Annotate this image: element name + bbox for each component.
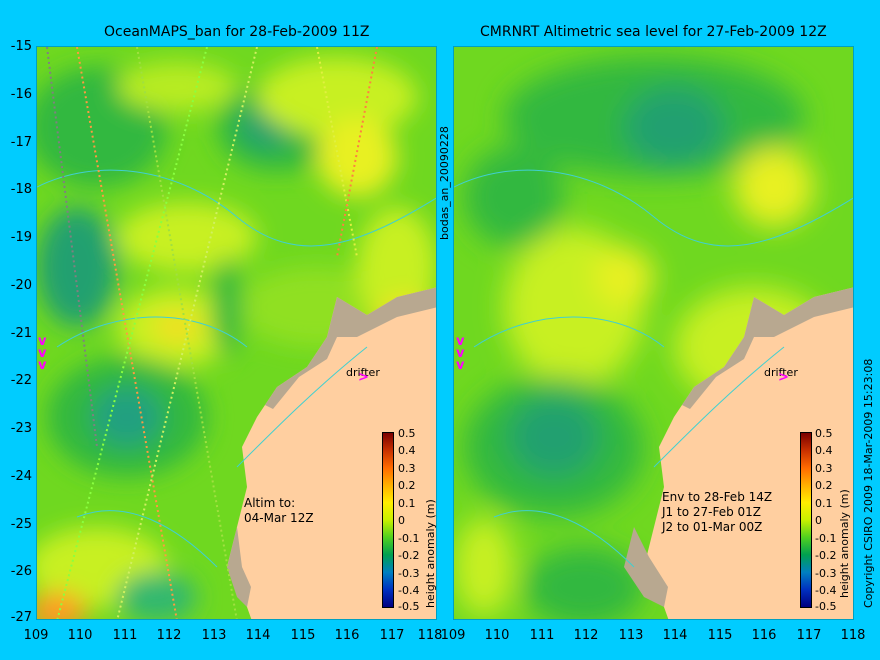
- colorbar-tick: 0.1: [398, 497, 416, 510]
- y-tick: -20: [10, 278, 32, 293]
- colorbar-tick: -0.3: [398, 567, 420, 580]
- right-drifter-arrow-icon: >: [778, 370, 789, 385]
- colorbar-tick: -0.2: [398, 549, 420, 562]
- x-tick: 117: [379, 628, 405, 643]
- colorbar-gradient: [382, 432, 394, 608]
- y-tick: -23: [10, 421, 32, 436]
- colorbar-tick: -0.1: [815, 532, 837, 545]
- analysis-run-label: bodas_an_20090228: [438, 126, 451, 240]
- colorbar-tick: 0.5: [815, 427, 833, 440]
- x-tick: 118: [417, 628, 443, 643]
- x-tick: 115: [707, 628, 733, 643]
- right-map-title: CMRNRT Altimetric sea level for 27-Feb-2…: [480, 24, 827, 40]
- left-map: [36, 46, 437, 620]
- x-tick: 114: [245, 628, 271, 643]
- x-tick: 110: [67, 628, 93, 643]
- x-tick: 110: [484, 628, 510, 643]
- colorbar-tick: -0.5: [398, 600, 420, 613]
- colorbar-tick: -0.1: [398, 532, 420, 545]
- colorbar-tick: 0.3: [815, 462, 833, 475]
- y-tick: -19: [10, 230, 32, 245]
- colorbar-tick: 0.2: [398, 479, 416, 492]
- colorbar-tick: -0.5: [815, 600, 837, 613]
- x-tick: 116: [334, 628, 360, 643]
- y-tick: -22: [10, 373, 32, 388]
- colorbar-tick: 0.5: [398, 427, 416, 440]
- x-tick: 109: [440, 628, 466, 643]
- colorbar-tick: 0: [815, 514, 822, 527]
- x-tick: 116: [751, 628, 777, 643]
- right-colorbar-label: height anomaly (m): [838, 489, 851, 598]
- x-tick: 112: [156, 628, 182, 643]
- left-colorbar-label: height anomaly (m): [424, 499, 437, 608]
- y-tick: -16: [10, 87, 32, 102]
- x-tick: 111: [112, 628, 138, 643]
- right-colorbar: [800, 432, 812, 608]
- colorbar-tick: -0.4: [815, 584, 837, 597]
- y-tick: -17: [10, 135, 32, 150]
- left-map-title: OceanMAPS_ban for 28-Feb-2009 11Z: [104, 24, 370, 40]
- x-tick: 115: [290, 628, 316, 643]
- colorbar-gradient: [800, 432, 812, 608]
- x-tick: 112: [573, 628, 599, 643]
- right-sensor-note: Env to 28-Feb 14Z J1 to 27-Feb 01Z J2 to…: [662, 490, 773, 534]
- right-map-field: [454, 47, 853, 619]
- colorbar-tick: 0.4: [815, 444, 833, 457]
- colorbar-tick: -0.3: [815, 567, 837, 580]
- colorbar-tick: 0.4: [398, 444, 416, 457]
- left-drifter-arrow-icon: >: [358, 370, 369, 385]
- copyright-label: Copyright CSIRO 2009 18-Mar-2009 15:23:0…: [862, 358, 875, 608]
- x-tick: 113: [201, 628, 227, 643]
- right-drifter-label: drifter: [764, 366, 798, 379]
- colorbar-tick: -0.2: [815, 549, 837, 562]
- colorbar-tick: 0: [398, 514, 405, 527]
- x-tick: 118: [840, 628, 866, 643]
- x-tick: 113: [618, 628, 644, 643]
- y-tick: -24: [10, 469, 32, 484]
- left-colorbar: [382, 432, 394, 608]
- x-tick: 111: [529, 628, 555, 643]
- left-altim-note: Altim to: 04-Mar 12Z: [244, 496, 314, 525]
- colorbar-tick: 0.1: [815, 497, 833, 510]
- x-tick: 117: [796, 628, 822, 643]
- colorbar-tick: 0.2: [815, 479, 833, 492]
- y-tick: -25: [10, 517, 32, 532]
- y-tick: -26: [10, 564, 32, 579]
- x-tick: 114: [662, 628, 688, 643]
- y-tick: -18: [10, 182, 32, 197]
- colorbar-tick: 0.3: [398, 462, 416, 475]
- y-tick: -15: [10, 39, 32, 54]
- colorbar-tick: -0.4: [398, 584, 420, 597]
- right-map: [453, 46, 854, 620]
- y-tick: -27: [10, 610, 32, 625]
- y-tick: -21: [10, 326, 32, 341]
- x-tick: 109: [23, 628, 49, 643]
- left-map-field: [37, 47, 436, 619]
- left-drifter-label: drifter: [346, 366, 380, 379]
